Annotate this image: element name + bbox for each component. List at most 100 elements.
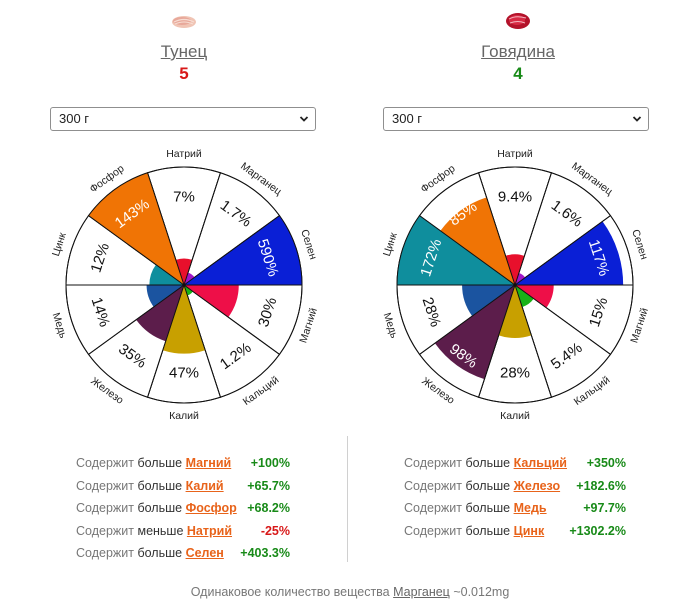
sector-value-label: 47% [169,365,199,382]
sector-value-5[interactable] [498,285,532,338]
sector-divider [88,284,185,355]
comparison-value: +182.6% [576,478,626,493]
comparison-value: +100% [250,456,290,470]
comparison-nutrient-link[interactable]: Калий [185,478,224,493]
sector-value-3[interactable] [184,285,239,318]
food-name-link[interactable]: Тунец [160,42,208,61]
sector-nutrient-label: Медь [50,311,70,340]
comparison-nutrient-link[interactable]: Кальций [513,456,567,470]
beef-steak-icon [506,13,530,29]
sector-divider [147,172,185,286]
sector-divider [183,172,221,286]
comparison-word: меньше [137,523,184,538]
sector-divider [478,172,516,286]
food-score: 5 [179,64,189,83]
food-score: 4 [513,64,523,83]
column-divider [347,436,348,562]
comparison-row: Содержит больше Селен +403.3% [76,546,290,564]
comparison-word: больше [465,523,511,538]
sector-divider [514,215,611,286]
comparison-nutrient-link[interactable]: Медь [513,501,547,515]
comparison-prefix: Содержит [76,523,134,538]
sector-value-2[interactable] [184,215,302,285]
comparison-word: больше [137,546,183,560]
comparison-nutrient-link[interactable]: Магний [185,456,232,470]
sector-value-5[interactable] [162,285,206,354]
comparison-row: Содержит больше Магний +100% [76,456,290,474]
tuna-steak-icon [172,16,196,28]
chevron-down-icon [632,116,642,122]
footer-nutrient-link[interactable]: Марганец [393,585,450,599]
comparison-word: больше [465,456,511,470]
comparison-row: Содержит больше Фосфор +68.2% [76,501,290,519]
sector-divider [88,215,185,286]
comparison-nutrient-link[interactable]: Натрий [186,523,233,538]
comparison-word: больше [137,501,183,515]
portion-select-value: 300 г [392,111,423,126]
sector-value-4[interactable] [515,285,534,308]
sector-value-label: 9.4% [498,189,532,206]
sector-nutrient-label: Цинк [50,231,69,258]
comparison-prefix: Содержит [76,478,134,493]
sector-divider [147,284,185,398]
sector-nutrient-label: Калий [500,410,530,422]
comparison-word: больше [137,478,183,493]
sector-divider [514,172,552,286]
equal-amount-note: Одинаковое количество вещества Марганец … [0,585,700,599]
portion-select[interactable]: 300 г [50,107,316,131]
sector-value-1[interactable] [515,272,526,285]
sector-value-9[interactable] [440,197,515,285]
sector-divider [183,284,221,398]
sector-value-label: 7% [173,189,195,206]
food-name-link[interactable]: Говядина [481,42,555,61]
comparison-row: Содержит больше Медь +97.7% [404,501,626,519]
sector-value-3[interactable] [515,285,554,308]
comparison-prefix: Содержит [76,546,134,560]
sector-divider [183,284,280,355]
sector-value-4[interactable] [184,285,193,296]
comparison-row: Содержит больше Железо +182.6% [404,479,626,497]
sector-nutrient-label: Медь [381,311,401,340]
comparison-row: Содержит больше Кальций +350% [404,456,626,474]
sector-value-7[interactable] [146,285,184,307]
comparison-nutrient-link[interactable]: Селен [185,546,224,560]
nutrient-rose-chart: 9.4% 1.6% 117% 15% 5.4% 28% 98% 28% 172% 85% Натри… [380,144,650,434]
comparison-nutrient-link[interactable]: Фосфор [185,501,237,515]
comparison-value: +65.7% [247,478,290,493]
comparison-word: больше [137,456,183,470]
rose-chart-svg: 9.4% 1.6%117%15%5.4%28%98%28%172%85%Натри… [381,148,650,422]
chevron-down-icon [299,116,309,122]
rose-chart-svg: 7% 1.7%590%30%1.2%47%35%14%12%143%НатрийМ… [50,148,319,422]
footer-value: ~0.012mg [453,585,510,599]
sector-value-0[interactable] [505,254,525,285]
comparison-prefix: Содержит [404,523,462,538]
sector-value-9[interactable] [88,172,184,285]
sector-value-2[interactable] [515,221,624,285]
comparison-value: +97.7% [583,501,626,515]
sector-nutrient-label: Натрий [166,148,202,160]
comparison-word: больше [465,501,511,515]
comparison-row: Содержит больше Калий +65.7% [76,479,290,497]
chart-outer-ring [65,166,303,404]
sector-value-6[interactable] [434,285,515,380]
comparison-value: +68.2% [247,501,290,515]
sector-divider [514,284,611,355]
sector-value-0[interactable] [175,258,193,285]
sector-value-6[interactable] [136,285,184,342]
sector-divider [419,215,516,286]
comparison-row: Содержит меньше Натрий -25% [76,524,290,542]
sector-value-8[interactable] [397,215,515,285]
comparison-value: -25% [260,523,290,538]
sector-value-1[interactable] [184,272,195,285]
portion-select[interactable]: 300 г [383,107,649,131]
sector-value-8[interactable] [149,264,184,285]
comparison-prefix: Содержит [76,501,134,515]
comparison-nutrient-link[interactable]: Железо [513,478,561,493]
sector-divider [419,284,516,355]
sector-value-7[interactable] [462,285,515,317]
sector-divider [478,284,516,398]
comparison-value: +403.3% [240,546,290,560]
sector-nutrient-label: Селен [629,228,650,261]
comparison-nutrient-link[interactable]: Цинк [513,523,545,538]
nutrient-rose-chart: 7% 1.7% 590% 30% 1.2% 47% 35% 14% 12% 143% Натрий М… [49,144,319,434]
